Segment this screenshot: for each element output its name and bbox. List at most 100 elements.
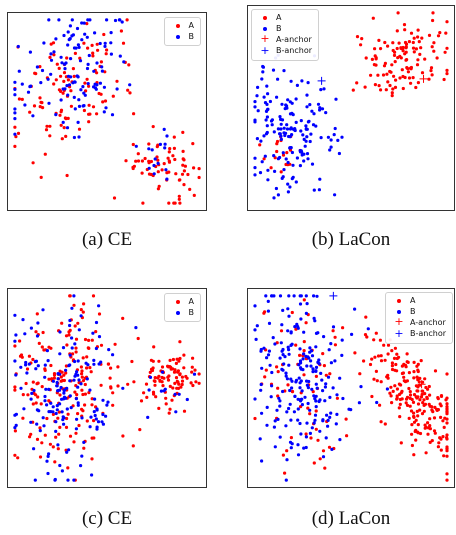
point-b	[271, 336, 275, 340]
point-a	[394, 78, 398, 82]
point-b	[270, 370, 274, 375]
point-b	[76, 43, 80, 47]
point-a	[174, 376, 179, 380]
point-b	[88, 388, 92, 392]
point-a	[74, 350, 78, 354]
point-b	[35, 65, 39, 69]
point-b	[286, 190, 290, 194]
point-b	[276, 77, 280, 81]
point-b	[79, 464, 83, 468]
point-a	[382, 64, 387, 68]
legend-label: A	[188, 21, 194, 30]
point-b	[14, 412, 18, 416]
point-a	[331, 329, 335, 333]
point-b	[305, 135, 309, 139]
point-b	[292, 410, 296, 414]
point-b	[305, 302, 309, 306]
point-a	[148, 370, 152, 374]
point-b	[118, 54, 122, 58]
point-a	[314, 427, 318, 431]
point-b	[150, 148, 154, 152]
point-a	[192, 193, 196, 197]
point-a	[132, 380, 136, 384]
point-a	[73, 51, 77, 56]
legend-label: B-anchor	[276, 46, 312, 55]
point-a	[416, 362, 420, 366]
point-b	[308, 408, 312, 412]
point-b	[104, 414, 108, 418]
plus-marker-icon: +	[394, 315, 404, 328]
point-a	[438, 31, 442, 35]
point-a	[90, 403, 94, 407]
point-a	[168, 358, 172, 362]
point-b	[51, 410, 55, 414]
point-a	[68, 434, 73, 438]
point-b	[330, 447, 334, 451]
point-b	[335, 393, 339, 397]
point-b	[287, 352, 291, 356]
point-a	[363, 85, 367, 89]
point-b	[286, 307, 290, 311]
point-a	[383, 358, 387, 362]
point-a	[116, 384, 120, 388]
point-b	[14, 333, 18, 337]
point-a	[411, 76, 415, 80]
point-a	[192, 166, 196, 170]
point-b	[69, 406, 73, 410]
point-a	[407, 40, 411, 44]
point-a	[92, 419, 96, 423]
point-b	[95, 83, 99, 87]
point-b	[302, 330, 306, 334]
point-a	[56, 447, 60, 451]
point-a	[393, 368, 397, 372]
point-a	[77, 127, 82, 131]
point-a	[102, 32, 106, 37]
point-b	[42, 424, 46, 428]
point-a	[156, 170, 160, 174]
point-b	[310, 387, 314, 391]
point-b	[273, 419, 277, 423]
point-b	[146, 415, 150, 419]
point-b	[270, 384, 274, 388]
point-b	[44, 387, 48, 391]
series-b	[13, 294, 197, 482]
point-a	[302, 349, 306, 353]
point-b	[253, 105, 257, 109]
point-a	[353, 351, 357, 355]
point-b	[316, 102, 321, 106]
point-b	[92, 410, 96, 414]
point-b	[260, 459, 264, 463]
point-a	[138, 428, 142, 432]
point-a	[412, 411, 416, 415]
point-b	[266, 92, 270, 96]
point-a	[405, 379, 409, 383]
point-a	[126, 382, 130, 386]
point-a	[318, 457, 322, 461]
point-b	[265, 84, 269, 88]
point-a	[160, 365, 165, 369]
point-b	[51, 405, 55, 409]
point-a	[40, 101, 44, 105]
point-b	[29, 420, 33, 424]
series-a	[13, 18, 201, 205]
point-b	[287, 294, 291, 298]
point-a	[298, 353, 302, 357]
point-b	[272, 294, 276, 298]
point-b	[67, 448, 71, 452]
point-a	[409, 81, 413, 85]
series-b	[13, 18, 169, 181]
point-a	[401, 86, 405, 91]
point-a	[406, 360, 410, 364]
point-b	[259, 382, 263, 387]
plot-frame	[7, 12, 207, 211]
point-a	[384, 88, 388, 92]
point-b	[72, 378, 76, 382]
point-a	[368, 362, 373, 367]
point-b	[288, 388, 292, 393]
point-a	[364, 56, 368, 60]
point-b	[68, 353, 72, 357]
point-a	[91, 54, 95, 58]
series-b	[253, 294, 389, 482]
point-b	[262, 95, 266, 99]
point-b	[107, 348, 111, 352]
